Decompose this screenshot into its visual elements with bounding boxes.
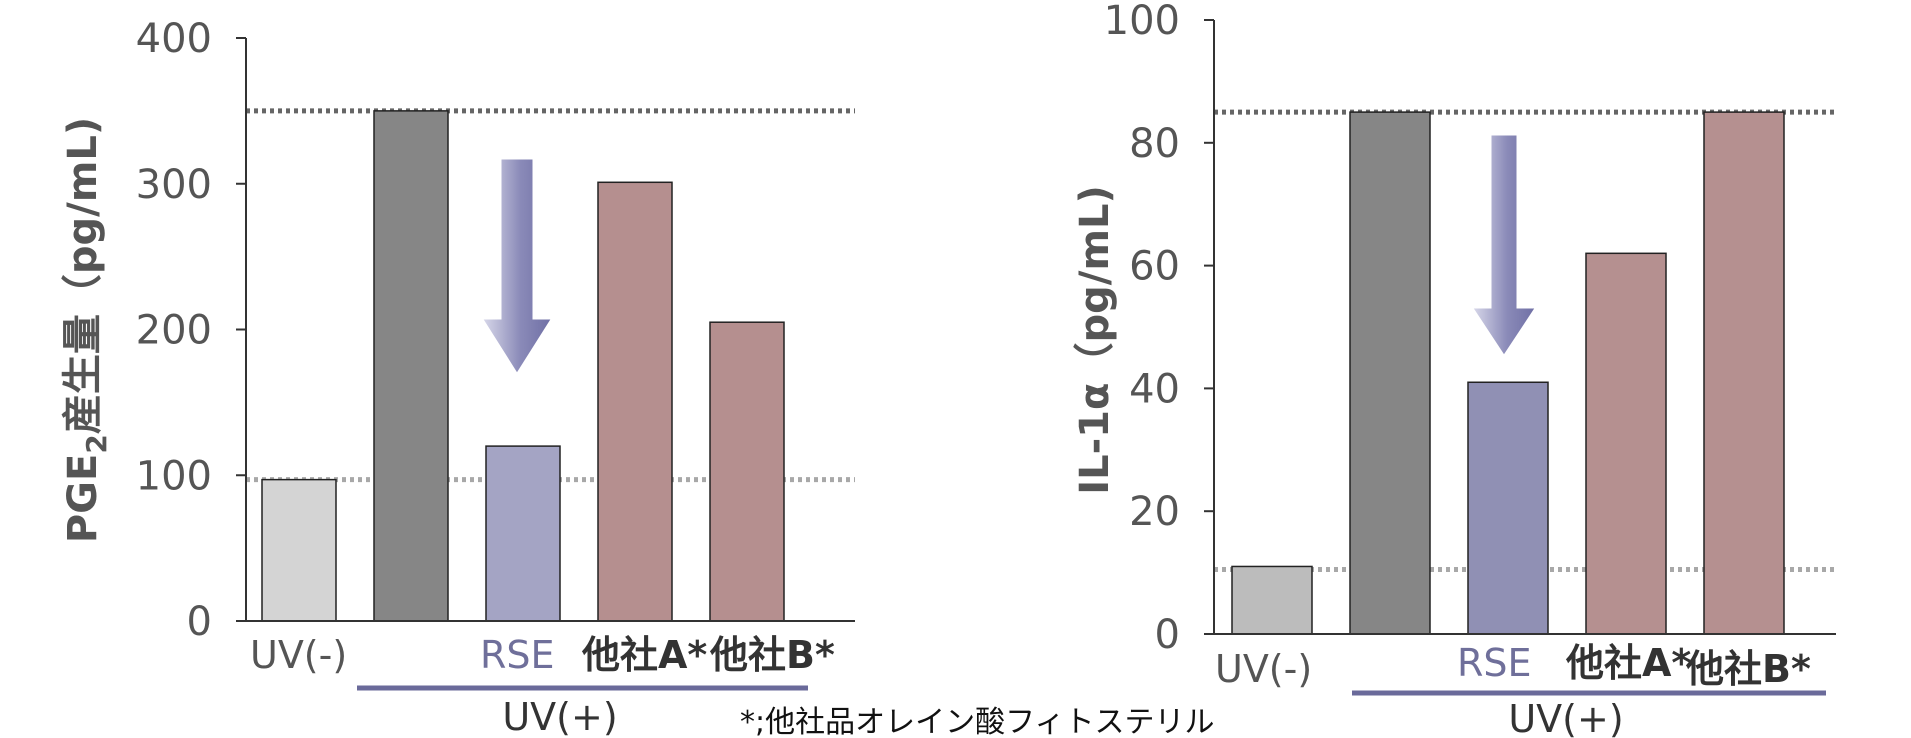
right-y-tick-label-2: 40 bbox=[1129, 366, 1180, 412]
left-bar-0 bbox=[261, 478, 337, 622]
right-y-tick-label-3: 60 bbox=[1129, 244, 1180, 290]
right-cat-label-company-b: 他社B* bbox=[1685, 647, 1811, 691]
left-y-axis-label: PGE2産生量（pg/mL) bbox=[60, 117, 113, 543]
left-bar-4 bbox=[709, 321, 785, 622]
right-down-arrow-icon bbox=[1468, 132, 1540, 360]
right-cat-label-uvminus: UV(-) bbox=[1215, 647, 1312, 691]
right-bar-1 bbox=[1349, 111, 1431, 635]
right-y-tick-label-4: 80 bbox=[1129, 121, 1180, 167]
left-cat-label-company-b: 他社B* bbox=[709, 633, 835, 677]
right-group-label: UV(+) bbox=[1508, 697, 1623, 738]
left-bar-2 bbox=[485, 445, 561, 622]
left-y-tick-label-1: 100 bbox=[136, 453, 212, 499]
left-down-arrow-icon bbox=[478, 156, 556, 378]
left-y-tick-label-3: 300 bbox=[136, 162, 212, 208]
left-cat-label-rse: RSE bbox=[480, 633, 555, 677]
right-bar-0 bbox=[1231, 565, 1313, 635]
left-bar-1 bbox=[373, 110, 449, 622]
left-y-tick-label-4: 400 bbox=[136, 16, 212, 62]
left-cat-label-company-a: 他社A* bbox=[581, 633, 707, 677]
right-y-tick-label-5: 100 bbox=[1104, 0, 1180, 44]
left-chart: 0 100 200 300 400 PGE2産生量（pg/mL) UV(-) RSE 他… bbox=[60, 16, 855, 738]
right-y-axis-label: IL-1α（pg/mL) bbox=[1072, 185, 1118, 495]
footnote: *;他社品オレイン酸フィトステリル bbox=[740, 705, 1215, 738]
right-bar-4 bbox=[1703, 111, 1785, 635]
left-y-tick-label-0: 0 bbox=[187, 599, 212, 645]
right-bar-2 bbox=[1467, 381, 1549, 635]
left-y-tick-label-2: 200 bbox=[136, 308, 212, 354]
right-y-tick-label-0: 0 bbox=[1155, 612, 1180, 658]
right-y-tick-label-1: 20 bbox=[1129, 489, 1180, 535]
left-group-label: UV(+) bbox=[502, 695, 617, 738]
right-cat-label-company-a: 他社A* bbox=[1565, 641, 1691, 685]
right-chart: 0 20 40 60 80 100 IL-1α（pg/mL) UV(-) RSE 他社A*… bbox=[1072, 0, 1836, 738]
right-bar-3 bbox=[1585, 252, 1667, 635]
right-cat-label-rse: RSE bbox=[1457, 641, 1532, 685]
left-bar-3 bbox=[597, 181, 673, 622]
left-cat-label-uvminus: UV(-) bbox=[250, 633, 347, 677]
